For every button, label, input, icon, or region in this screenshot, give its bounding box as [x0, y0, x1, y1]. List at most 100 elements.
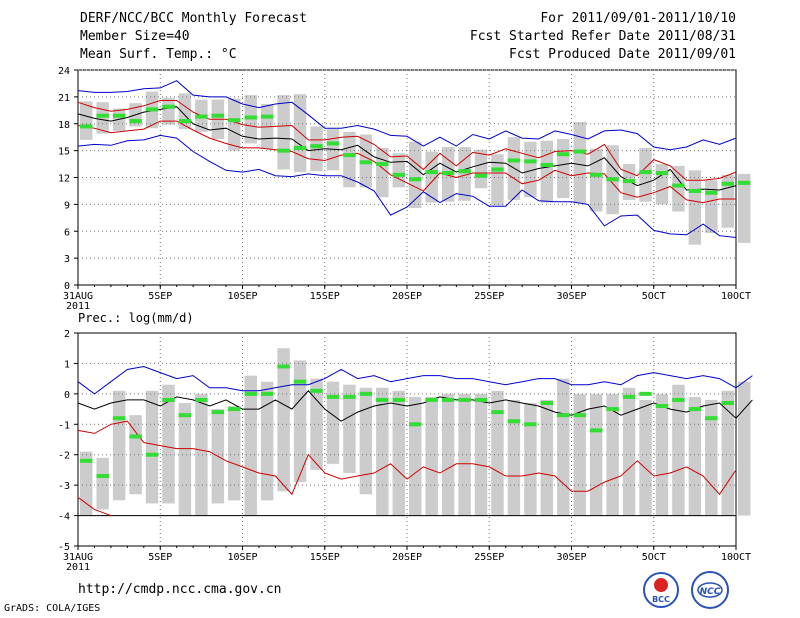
chart-title: DERF/NCC/BCC Monthly Forecast [80, 11, 307, 26]
y-tick-label: 24 [58, 66, 70, 77]
obs-marker [293, 379, 307, 384]
ensemble-box [672, 165, 685, 212]
ensemble-box [655, 164, 669, 205]
obs-marker [639, 391, 652, 396]
ensemble-box [705, 399, 718, 516]
bcc-logo-text: BCC [652, 595, 670, 604]
obs-marker [178, 413, 192, 418]
y-tick-label: 12 [58, 174, 70, 185]
obs-marker [376, 397, 389, 402]
ensemble-box [721, 390, 734, 516]
variable-label: Mean Surf. Temp.: °C [80, 47, 237, 62]
ensemble-box [474, 393, 488, 516]
y-tick-label: 3 [64, 254, 70, 265]
ensemble-box [162, 97, 175, 125]
obs-marker [425, 397, 438, 402]
ensemble-box [392, 153, 405, 188]
ensemble-box [376, 387, 389, 516]
x-tick-label: 5SEP [148, 552, 172, 563]
obs-marker [228, 118, 241, 123]
ensemble-box [672, 384, 685, 516]
ensemble-box [310, 378, 323, 470]
ensemble-box [540, 140, 554, 203]
x-tick-label: 20SEP [392, 291, 422, 302]
ensemble-box [557, 378, 570, 516]
ensemble-box [195, 393, 208, 516]
ensemble-box [228, 406, 241, 501]
ensemble-box [260, 381, 274, 501]
obs-marker [145, 107, 159, 112]
ensemble-box [96, 457, 109, 510]
x-tick-label: 30SEP [556, 552, 586, 563]
obs-marker [211, 410, 225, 415]
ensemble-box [80, 451, 93, 516]
ensemble-box [409, 141, 422, 208]
obs-marker [524, 159, 537, 164]
obs-marker [705, 416, 718, 421]
panel-precipitation: -5 -4 -3 -2 -1 0 1 2 31AUG 5SEP 10SEP 15SEP 20SEP 25S… [58, 311, 753, 573]
obs-marker [721, 181, 734, 186]
ensemble-box [524, 402, 537, 516]
ensemble-box [540, 399, 554, 516]
y-tick-label: 1 [64, 359, 70, 370]
x-tick-label: 5OCT [642, 291, 666, 302]
obs-marker [557, 152, 570, 157]
panel-temperature: 0 3 6 9 12 15 18 21 24 31AUG 5SEP 10SEP 15SEP 20SEP 25… [58, 66, 751, 312]
precip-label: Prec.: log(mm/d) [78, 311, 194, 325]
obs-marker [96, 113, 109, 118]
x-tick-label: 31AUG [63, 291, 93, 302]
y-tick-label: -4 [58, 512, 70, 523]
obs-marker [721, 400, 734, 405]
website-url[interactable]: http://cmdp.ncc.cma.gov.cn [78, 582, 282, 597]
y-tick-label: 21 [58, 93, 70, 104]
y-tick-label: 15 [58, 147, 70, 158]
obs-marker [672, 397, 685, 402]
y-tick-label: 0 [64, 281, 70, 292]
obs-marker [458, 397, 471, 402]
obs-marker [96, 474, 109, 479]
obs-marker [112, 416, 126, 421]
member-size: Member Size=40 [80, 29, 190, 44]
header-right: For 2011/09/01-2011/10/10 Fcst Started Re… [470, 10, 736, 64]
obs-marker [573, 149, 586, 154]
x-tick-label: 10SEP [227, 552, 257, 563]
obs-marker [655, 171, 669, 176]
ensemble-box [606, 393, 619, 516]
forecast-period: For 2011/09/01-2011/10/10 [540, 11, 736, 26]
obs-marker [409, 422, 422, 427]
ensemble-box [80, 101, 93, 140]
y-tick-label: 0 [64, 390, 70, 401]
ensemble-box [178, 402, 192, 516]
ensemble-box [343, 384, 356, 473]
obs-marker [425, 170, 438, 175]
series-max-line [77, 80, 737, 151]
ensemble-box [491, 390, 504, 516]
obs-marker [162, 397, 175, 402]
obs-marker [195, 114, 208, 119]
x-year-label: 2011 [66, 301, 90, 312]
ensemble-box [474, 149, 488, 189]
produced-date: Fcst Produced Date 2011/09/01 [509, 47, 736, 62]
obs-marker [310, 144, 323, 149]
y-tick-label: -3 [58, 481, 70, 492]
series-max-line [77, 365, 753, 395]
obs-marker [688, 188, 702, 193]
ensemble-box [721, 174, 734, 228]
obs-marker [80, 124, 93, 129]
obs-marker [326, 394, 340, 399]
obs-marker [441, 171, 455, 176]
series-median-line [77, 390, 753, 422]
x-tick-label: 20SEP [392, 552, 422, 563]
ncc-logo [691, 571, 729, 609]
y-tick-label: 6 [64, 227, 70, 238]
ensemble-box [622, 387, 636, 516]
obs-marker [293, 145, 307, 150]
y-tick-label: 2 [64, 329, 70, 340]
ensemble-box [376, 147, 389, 198]
ensemble-box [343, 131, 356, 188]
ncc-logo-ring [697, 582, 723, 598]
x-tick-label: 10OCT [721, 552, 751, 563]
obs-marker [162, 104, 175, 109]
ensemble-box [326, 381, 340, 464]
